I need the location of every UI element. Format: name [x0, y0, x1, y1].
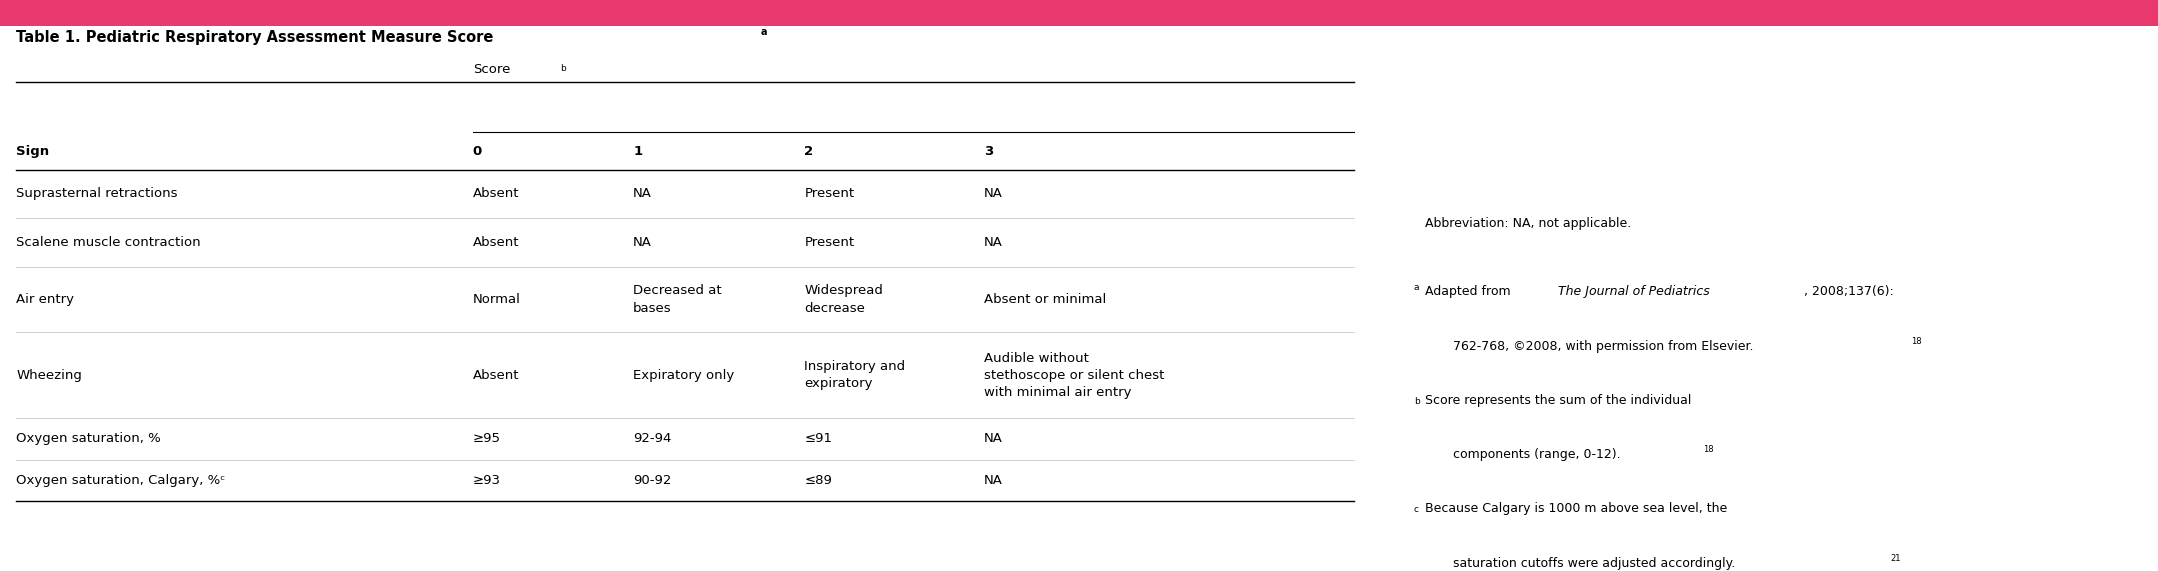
Text: Abbreviation: NA, not applicable.: Abbreviation: NA, not applicable.	[1426, 217, 1631, 230]
Text: bases: bases	[632, 301, 671, 315]
Text: decrease: decrease	[805, 301, 865, 315]
Text: ≤89: ≤89	[805, 474, 833, 487]
Text: ≤91: ≤91	[805, 432, 833, 445]
Text: Wheezing: Wheezing	[17, 369, 82, 381]
Text: Adapted from: Adapted from	[1426, 286, 1515, 299]
Text: Suprasternal retractions: Suprasternal retractions	[17, 187, 177, 200]
Text: 3: 3	[984, 145, 993, 158]
Text: The Journal of Pediatrics: The Journal of Pediatrics	[1558, 286, 1709, 299]
Text: Normal: Normal	[473, 293, 520, 306]
Text: NA: NA	[632, 187, 652, 200]
Text: Absent or minimal: Absent or minimal	[984, 293, 1107, 306]
Text: NA: NA	[632, 236, 652, 249]
Text: expiratory: expiratory	[805, 377, 872, 390]
Text: Score represents the sum of the individual: Score represents the sum of the individu…	[1426, 394, 1692, 407]
Text: Sign: Sign	[17, 145, 50, 158]
Text: NA: NA	[984, 187, 1003, 200]
Text: Table 1. Pediatric Respiratory Assessment Measure Score: Table 1. Pediatric Respiratory Assessmen…	[17, 30, 494, 45]
Text: Audible without: Audible without	[984, 352, 1090, 364]
Text: with minimal air entry: with minimal air entry	[984, 386, 1131, 399]
Text: NA: NA	[984, 474, 1003, 487]
Text: 762-768, ©2008, with permission from Elsevier.: 762-768, ©2008, with permission from Els…	[1452, 340, 1754, 353]
Text: Expiratory only: Expiratory only	[632, 369, 734, 381]
Text: 21: 21	[1890, 554, 1901, 563]
Text: stethoscope or silent chest: stethoscope or silent chest	[984, 369, 1165, 381]
Text: saturation cutoffs were adjusted accordingly.: saturation cutoffs were adjusted accordi…	[1452, 557, 1735, 570]
Text: Because Calgary is 1000 m above sea level, the: Because Calgary is 1000 m above sea leve…	[1426, 502, 1729, 516]
Text: Decreased at: Decreased at	[632, 284, 721, 297]
Text: 0: 0	[473, 145, 481, 158]
Text: NA: NA	[984, 432, 1003, 445]
Text: a: a	[1413, 283, 1420, 292]
Text: a: a	[760, 27, 766, 38]
Text: ≥95: ≥95	[473, 432, 501, 445]
Text: ≥93: ≥93	[473, 474, 501, 487]
Text: Score: Score	[473, 63, 509, 76]
Text: Absent: Absent	[473, 236, 520, 249]
Text: Present: Present	[805, 187, 855, 200]
Text: Inspiratory and: Inspiratory and	[805, 360, 906, 373]
Text: Absent: Absent	[473, 187, 520, 200]
Text: components (range, 0-12).: components (range, 0-12).	[1452, 448, 1621, 461]
Text: b: b	[561, 64, 565, 73]
Bar	[0, 0, 1370, 26]
Text: c: c	[1413, 505, 1418, 514]
Text: Absent: Absent	[473, 369, 520, 381]
Text: Present: Present	[805, 236, 855, 249]
Text: Oxygen saturation, %: Oxygen saturation, %	[17, 432, 162, 445]
Text: 90-92: 90-92	[632, 474, 671, 487]
Text: 92-94: 92-94	[632, 432, 671, 445]
Text: 18: 18	[1912, 337, 1923, 346]
Text: 2: 2	[805, 145, 814, 158]
Text: 1: 1	[632, 145, 643, 158]
Text: b: b	[1413, 397, 1420, 406]
Text: Widespread: Widespread	[805, 284, 883, 297]
Text: Air entry: Air entry	[17, 293, 73, 306]
Text: Scalene muscle contraction: Scalene muscle contraction	[17, 236, 201, 249]
Text: , 2008;137(6):: , 2008;137(6):	[1804, 286, 1893, 299]
Text: NA: NA	[984, 236, 1003, 249]
Text: 18: 18	[1703, 445, 1713, 455]
Text: Oxygen saturation, Calgary, %ᶜ: Oxygen saturation, Calgary, %ᶜ	[17, 474, 227, 487]
Bar	[1290, 0, 2158, 26]
